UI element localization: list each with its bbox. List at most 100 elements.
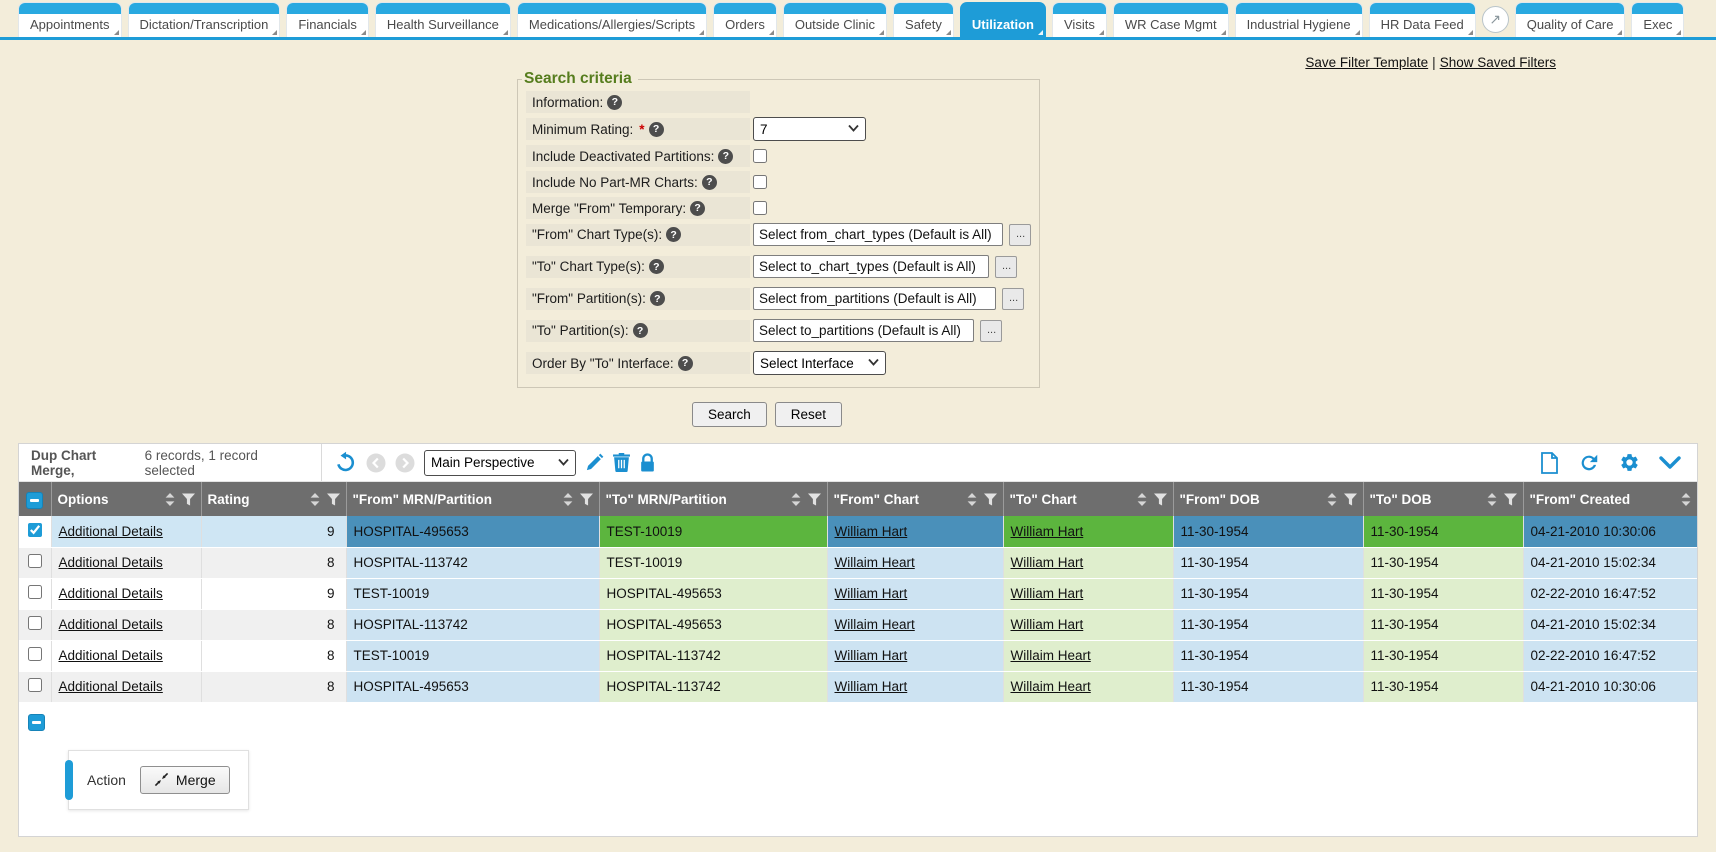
tab-visits[interactable]: Visits (1052, 2, 1107, 37)
from-chart-types-input[interactable] (753, 223, 1003, 246)
to-chart-link[interactable]: William Hart (1010, 523, 1084, 539)
tab-medications-allergies-scripts[interactable]: Medications/Allergies/Scripts (516, 2, 708, 37)
help-icon[interactable]: ? (648, 259, 664, 274)
sort-icon[interactable] (1327, 492, 1337, 506)
help-icon[interactable]: ? (677, 355, 693, 371)
sort-icon[interactable] (1137, 492, 1147, 506)
tab-hr-data-feed[interactable]: HR Data Feed (1368, 2, 1476, 37)
to-partitions-browse-button[interactable]: ... (980, 319, 1002, 342)
help-icon[interactable]: ? (701, 174, 717, 190)
include-deactivated-checkbox[interactable] (753, 149, 767, 163)
help-icon[interactable]: ? (690, 200, 706, 216)
from-chart-link[interactable]: William Hart (834, 648, 908, 663)
sort-icon[interactable] (791, 492, 801, 506)
from-chart-link[interactable]: William Hart (834, 523, 908, 539)
filter-icon[interactable] (807, 492, 821, 506)
help-icon[interactable]: ? (666, 227, 682, 242)
tab-appointments[interactable]: Appointments (18, 2, 122, 37)
row-select-checkbox[interactable] (27, 678, 42, 692)
filter-icon[interactable] (326, 492, 340, 506)
row-select-checkbox[interactable] (27, 522, 42, 537)
tab-orders[interactable]: Orders (713, 2, 777, 37)
merge-button[interactable]: Merge (139, 765, 230, 794)
to-chart-link[interactable]: William Hart (1010, 617, 1084, 632)
sort-icon[interactable] (967, 492, 977, 506)
reset-button[interactable]: Reset (774, 402, 843, 427)
to-chart-types-browse-button[interactable]: ... (995, 255, 1017, 278)
search-button[interactable]: Search (691, 402, 767, 427)
save-filter-template-link[interactable]: Save Filter Template (1305, 55, 1429, 70)
additional-details-link[interactable]: Additional Details (58, 586, 163, 601)
refresh-icon[interactable] (1578, 452, 1600, 474)
tab-wr-case-mgmt[interactable]: WR Case Mgmt (1112, 2, 1229, 37)
order-by-interface-select[interactable]: Select Interface (753, 351, 886, 375)
additional-details-link[interactable]: Additional Details (58, 679, 163, 694)
merge-from-temporary-checkbox[interactable] (753, 201, 767, 215)
filter-icon[interactable] (1343, 492, 1357, 506)
tab-outside-clinic[interactable]: Outside Clinic (782, 2, 888, 37)
previous-page-icon[interactable] (366, 453, 386, 473)
filter-icon[interactable] (579, 492, 593, 506)
to-chart-link[interactable]: Willaim Heart (1010, 648, 1091, 663)
tab-exec[interactable]: Exec (1631, 2, 1685, 37)
help-icon[interactable]: ? (718, 148, 734, 164)
sort-icon[interactable] (1681, 492, 1691, 506)
tab-cap (1515, 3, 1625, 14)
filter-icon[interactable] (983, 492, 997, 506)
from-chart-link[interactable]: Willaim Heart (834, 555, 915, 570)
sort-icon[interactable] (310, 492, 320, 506)
additional-details-link[interactable]: Additional Details (58, 523, 163, 539)
from-chart-link[interactable]: William Hart (834, 586, 908, 601)
to-chart-link[interactable]: William Hart (1010, 555, 1084, 570)
next-page-icon[interactable] (395, 453, 415, 473)
perspective-select[interactable]: Main Perspective (424, 449, 576, 476)
new-document-icon[interactable] (1540, 451, 1559, 474)
tab-health-surveillance[interactable]: Health Surveillance (374, 2, 511, 37)
sort-icon[interactable] (1487, 492, 1497, 506)
external-link-icon[interactable]: ↗ (1481, 6, 1509, 33)
search-criteria-fieldset: Search criteria Information:? Minimum Ra… (517, 70, 1040, 388)
edit-perspective-icon[interactable] (585, 453, 604, 472)
from-chart-link[interactable]: William Hart (834, 679, 908, 694)
select-all-toggle[interactable] (26, 491, 44, 509)
additional-details-link[interactable]: Additional Details (58, 648, 163, 663)
filter-icon[interactable] (1153, 492, 1167, 506)
sort-icon[interactable] (165, 492, 175, 506)
to-partitions-input[interactable] (753, 319, 974, 342)
collapse-grid-icon[interactable] (1659, 452, 1681, 474)
row-select-checkbox[interactable] (27, 616, 42, 630)
tab-quality-of-care[interactable]: Quality of Care (1514, 2, 1626, 37)
to-chart-link[interactable]: William Hart (1010, 586, 1084, 601)
undo-icon[interactable] (334, 451, 357, 474)
tab-safety[interactable]: Safety (893, 2, 954, 37)
lock-perspective-icon[interactable] (639, 453, 656, 472)
row-select-checkbox[interactable] (27, 585, 42, 599)
sort-icon[interactable] (563, 492, 573, 506)
help-icon[interactable]: ? (649, 291, 665, 306)
from-partitions-input[interactable] (753, 287, 996, 310)
from-partitions-browse-button[interactable]: ... (1002, 287, 1024, 310)
tab-dictation-transcription[interactable]: Dictation/Transcription (127, 2, 281, 37)
filter-icon[interactable] (181, 492, 195, 506)
to-chart-types-input[interactable] (753, 255, 989, 278)
include-no-partmr-checkbox[interactable] (753, 175, 767, 189)
filter-icon[interactable] (1503, 492, 1517, 506)
collapse-rows-toggle[interactable] (28, 713, 45, 731)
tab-industrial-hygiene[interactable]: Industrial Hygiene (1234, 2, 1363, 37)
delete-perspective-icon[interactable] (613, 453, 630, 472)
show-saved-filters-link[interactable]: Show Saved Filters (1439, 55, 1556, 70)
additional-details-link[interactable]: Additional Details (58, 617, 163, 632)
from-chart-types-browse-button[interactable]: ... (1009, 223, 1031, 246)
help-icon[interactable]: ? (632, 323, 648, 338)
help-icon[interactable]: ? (648, 121, 664, 137)
tab-utilization[interactable]: Utilization (959, 2, 1046, 37)
minimum-rating-select[interactable]: 7 (753, 117, 866, 141)
to-chart-link[interactable]: Willaim Heart (1010, 679, 1091, 694)
tab-financials[interactable]: Financials (286, 2, 369, 37)
help-icon[interactable]: ? (607, 94, 623, 110)
settings-gear-icon[interactable] (1619, 452, 1640, 474)
row-select-checkbox[interactable] (27, 647, 42, 661)
from-chart-link[interactable]: Willaim Heart (834, 617, 915, 632)
additional-details-link[interactable]: Additional Details (58, 555, 163, 570)
row-select-checkbox[interactable] (27, 554, 42, 568)
